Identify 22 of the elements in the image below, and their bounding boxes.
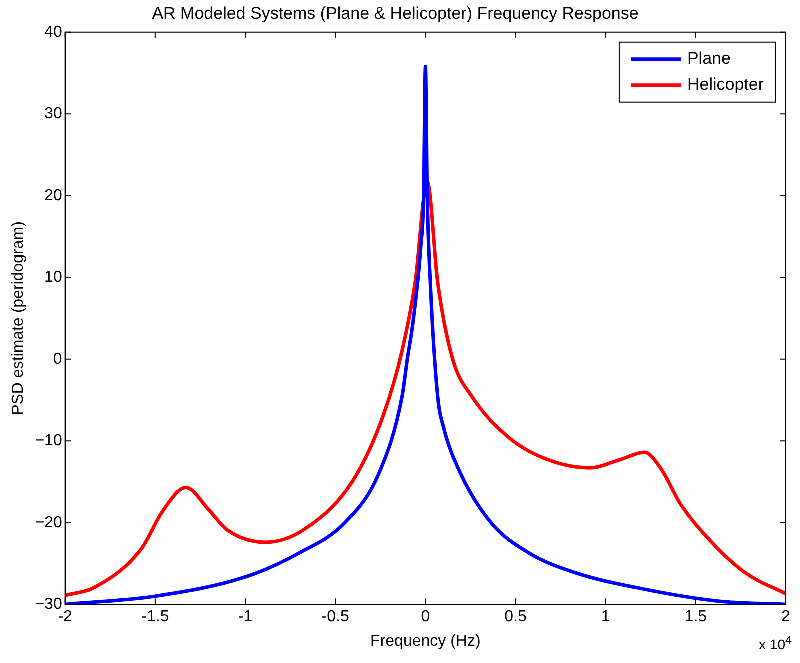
y-axis-title: PSD estimate (peridogram): [10, 222, 28, 416]
y-tick-label: 40: [44, 24, 62, 41]
y-tick-label: 20: [44, 187, 62, 204]
x-axis-title: Frequency (Hz): [370, 632, 481, 650]
y-tick-label: −10: [35, 432, 62, 450]
legend-label: Helicopter: [687, 75, 764, 94]
x-tick-label: 1.5: [684, 608, 708, 626]
x-tick-label: 0.5: [504, 608, 527, 626]
x-tick-label: -1: [238, 608, 253, 626]
x-tick-label: 1: [601, 608, 610, 626]
x-tick-label: 2: [782, 608, 791, 626]
y-tick-label: 10: [44, 269, 62, 286]
y-tick-label: −20: [35, 514, 62, 532]
x-tick-label: -0.5: [322, 608, 350, 626]
legend-label: Plane: [687, 49, 731, 68]
text: x 10$^{4}$: [759, 634, 792, 653]
chart-title: AR Modeled Systems (Plane & Helicopter) Frequency Response: [152, 4, 639, 23]
x-tick-label: -1.5: [142, 608, 170, 626]
y-tick-label: 30: [44, 106, 62, 123]
line-series: [65, 180, 786, 598]
x-tick-label: 0: [421, 608, 430, 626]
y-tick-label: 0: [53, 350, 62, 368]
